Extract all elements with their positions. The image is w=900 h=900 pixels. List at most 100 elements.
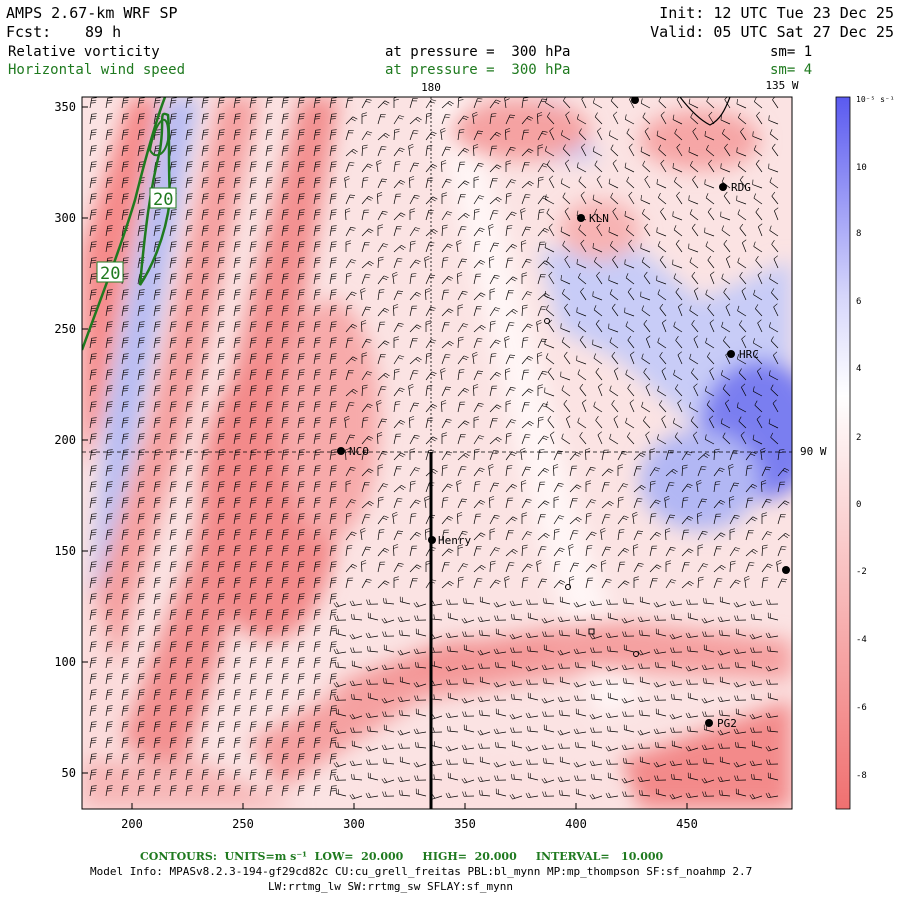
wind-barb-flag xyxy=(410,275,417,277)
wind-barb-flag xyxy=(549,175,554,180)
wind-barb-flag xyxy=(139,193,145,195)
wind-barb-flag xyxy=(106,150,112,152)
wind-barb xyxy=(185,418,189,429)
wind-barb xyxy=(233,210,237,221)
wind-barb xyxy=(537,195,545,205)
wind-barb-flag xyxy=(331,433,337,435)
wind-barb xyxy=(473,532,482,541)
wind-barb-flag xyxy=(219,353,225,355)
wind-barb xyxy=(329,434,333,445)
wind-barb-flag xyxy=(234,214,240,216)
wind-barb-flag xyxy=(282,246,288,248)
wind-barb-flag xyxy=(770,384,774,390)
wind-barb-flag xyxy=(719,534,724,538)
wind-barb-flag xyxy=(565,159,570,164)
wind-barb xyxy=(656,231,667,237)
wind-barb-flag xyxy=(560,178,563,184)
wind-barb-flag xyxy=(612,207,617,212)
wind-barb-flag xyxy=(528,148,534,152)
wind-barb xyxy=(736,651,747,655)
wind-barb-flag xyxy=(409,176,415,179)
wind-barb xyxy=(121,482,125,493)
wind-barb-flag xyxy=(593,353,596,359)
wind-barb-flag xyxy=(623,483,629,486)
wind-barb xyxy=(137,98,141,109)
wind-barb-flag xyxy=(154,294,160,296)
wind-barb-flag xyxy=(138,614,144,616)
wind-barb xyxy=(345,564,353,573)
wind-barb-flag xyxy=(511,633,516,639)
wind-barb-flag xyxy=(557,517,563,520)
wind-barb xyxy=(706,404,715,413)
wind-barb xyxy=(617,530,620,541)
wind-barb-flag xyxy=(351,259,357,262)
wind-barb-flag xyxy=(642,208,645,214)
wind-barb xyxy=(457,355,465,365)
wind-barb-flag xyxy=(576,210,579,216)
wind-barb xyxy=(521,148,530,157)
wind-barb xyxy=(425,339,432,349)
wind-barb-flag xyxy=(543,403,549,406)
wind-barb xyxy=(336,633,347,637)
wind-barb-flag xyxy=(496,404,502,408)
wind-barb xyxy=(233,466,237,477)
wind-barb xyxy=(169,402,173,413)
wind-barb xyxy=(505,498,509,509)
wind-barb-flag xyxy=(495,547,501,550)
wind-barb-flag xyxy=(490,323,496,325)
wind-barb-flag xyxy=(753,289,756,295)
wind-barb xyxy=(121,290,125,301)
wind-barb xyxy=(89,466,93,477)
wind-barb-flag xyxy=(592,564,598,567)
wind-barb-flag xyxy=(91,529,97,531)
wind-barb-flag xyxy=(496,372,502,375)
wind-barb xyxy=(649,481,652,493)
wind-barb xyxy=(281,370,285,381)
wind-barb-flag xyxy=(106,598,112,600)
wind-barb xyxy=(424,498,427,509)
wind-barb-flag xyxy=(447,342,452,346)
wind-barb xyxy=(89,610,93,621)
wind-barb-flag xyxy=(525,633,529,638)
wind-barb-flag xyxy=(234,470,240,472)
wind-barb-flag xyxy=(707,255,712,261)
wind-barb-flag xyxy=(171,465,177,467)
wind-barb xyxy=(201,530,205,541)
wind-barb xyxy=(409,546,413,557)
wind-barb xyxy=(752,635,763,640)
wind-barb xyxy=(89,354,93,365)
wind-barb xyxy=(169,626,173,637)
wind-barb-flag xyxy=(638,530,644,532)
wind-barb xyxy=(313,642,317,653)
wind-barb-flag xyxy=(669,581,675,584)
wind-barb xyxy=(624,312,635,317)
wind-barb-flag xyxy=(770,432,774,438)
wind-barb xyxy=(185,562,189,573)
wind-barb xyxy=(137,258,141,269)
wind-barb xyxy=(153,482,157,493)
wind-barb-flag xyxy=(170,406,176,408)
wind-barb xyxy=(121,338,125,349)
wind-barb-flag xyxy=(657,337,660,343)
wind-barb xyxy=(121,178,125,189)
wind-barb-flag xyxy=(171,401,177,403)
wind-barb-flag xyxy=(203,561,209,563)
wind-barb-flag xyxy=(586,515,592,517)
wind-barb xyxy=(153,610,157,621)
wind-barb xyxy=(665,469,674,477)
wind-barb-flag xyxy=(123,129,129,131)
wind-barb xyxy=(217,658,221,669)
wind-barb xyxy=(585,564,593,573)
wind-barb xyxy=(281,482,285,493)
wind-barb-flag xyxy=(266,134,272,136)
wind-barb-flag xyxy=(674,432,678,437)
wind-barb xyxy=(281,562,285,573)
wind-barb-flag xyxy=(545,598,547,604)
wind-barb xyxy=(345,513,348,525)
wind-barb-flag xyxy=(741,287,746,292)
wind-barb-flag xyxy=(447,483,453,486)
wind-barb-flag xyxy=(107,225,113,227)
wind-barb xyxy=(185,98,189,109)
wind-barb-flag xyxy=(155,609,161,611)
wind-barb-flag xyxy=(90,422,96,424)
